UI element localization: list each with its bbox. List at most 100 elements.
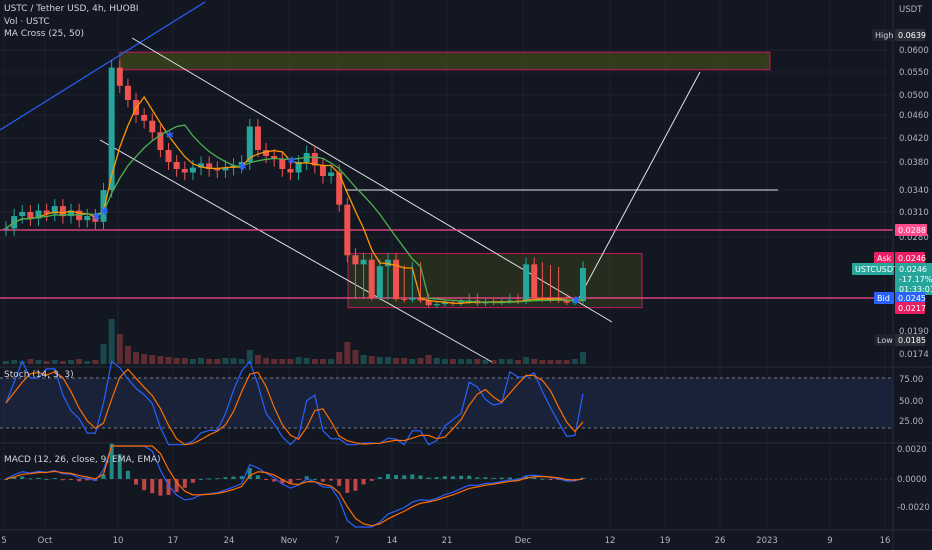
stoch-tick-label: 25.00 [899, 417, 923, 427]
volume-bar [59, 361, 66, 364]
macd-histogram-bar [215, 478, 220, 480]
candle-body [51, 206, 58, 214]
macd-histogram-bar [158, 479, 163, 496]
candle-body [352, 255, 359, 265]
candle-body [571, 301, 578, 303]
candle-body [149, 120, 156, 133]
macd-histogram-bar [499, 477, 504, 479]
volume-bar [68, 360, 75, 364]
macd-histogram-bar [532, 477, 537, 479]
symbol-title[interactable]: USTC / Tether USD, 4h, HUOBI [4, 4, 139, 14]
candle-body [165, 150, 172, 162]
volume-bar [108, 319, 115, 364]
price-tick-label: 0.0420 [899, 134, 929, 144]
macd-histogram-bar [125, 470, 130, 479]
volume-bar [254, 355, 261, 364]
ma-cross-marker: ✱ [166, 131, 174, 142]
price-tick-label: 0.0460 [899, 111, 929, 121]
supply-zone[interactable] [119, 51, 771, 71]
volume-bar [580, 352, 586, 364]
lower-value: 0.0217 [898, 304, 926, 313]
candle-body [27, 212, 34, 219]
volume-bar [287, 359, 294, 364]
macd-histogram-bar [4, 479, 8, 480]
volume-bar [133, 352, 140, 364]
macd-histogram-bar [199, 478, 204, 480]
volume-bar [490, 360, 497, 364]
bar-countdown: 01:33:01 [899, 285, 932, 294]
level-value: 0.0288 [898, 226, 926, 235]
time-tick-label: 5 [1, 536, 6, 546]
volume-legend[interactable]: Vol · USTC [4, 17, 50, 27]
macd-histogram-bar [264, 479, 269, 480]
candle-body [384, 259, 391, 267]
macd-histogram-bar [288, 479, 293, 484]
volume-bar [555, 360, 562, 364]
candle-body [458, 301, 465, 304]
volume-bar [222, 358, 229, 364]
time-tick-label: 2023 [756, 536, 778, 546]
ma-cross-legend[interactable]: MA Cross (25, 50) [4, 29, 84, 39]
macd-signal-line [5, 445, 584, 527]
volume-bar [35, 360, 42, 364]
ma-cross-marker: ✱ [239, 162, 247, 173]
macd-histogram-bar [320, 479, 325, 482]
macd-histogram-bar [507, 477, 512, 479]
volume-bar [181, 358, 188, 364]
macd-tick-label: -0.0020 [897, 503, 930, 513]
stoch-tick-label: 75.00 [899, 375, 923, 385]
macd-histogram-bar [515, 478, 520, 480]
macd-histogram-bar [418, 475, 423, 479]
volume-bar [295, 357, 302, 364]
low-value-bg [895, 334, 925, 346]
low-tag: Low [877, 336, 893, 345]
uptrend-line[interactable] [0, 1, 206, 131]
ma-slow-line [5, 124, 584, 304]
change-percent: -17.17% [899, 275, 932, 284]
high-tag: High [875, 31, 893, 40]
macd-histogram-bar [12, 476, 17, 479]
volume-bar [173, 358, 180, 364]
time-tick-label: 19 [660, 536, 671, 546]
grid-lines [0, 0, 893, 530]
price-tick-label: 0.0340 [899, 186, 929, 196]
volume-bar [384, 357, 391, 364]
time-axis[interactable]: 5 Oct 10 17 24 Nov 7 14 21 Dec 12 19 26 2023 9 16 [1, 536, 890, 546]
time-tick-label: 21 [442, 536, 453, 546]
macd-tick-label: 0.0020 [897, 445, 927, 455]
macd-series [4, 443, 585, 528]
macd-histogram-bar [329, 479, 334, 481]
projection-line[interactable] [577, 71, 701, 301]
price-tick-label: 0.0174 [899, 350, 929, 360]
candle-body [563, 300, 570, 303]
macd-histogram-bar [540, 478, 545, 480]
volume-bar [352, 350, 359, 364]
volume-bar [165, 357, 172, 364]
volume-bar [458, 359, 465, 364]
ask-value: 0.0246 [898, 254, 926, 263]
price-axis[interactable]: USDT 0.0600 0.0550 0.0500 0.0460 0.0420 0.0380… [852, 5, 932, 513]
macd-legend[interactable]: MACD (12, 26, close, 9, EMA, EMA) [4, 455, 161, 465]
stoch-legend[interactable]: Stoch (14, 3, 3) [4, 370, 74, 380]
volume-bar [409, 359, 416, 364]
volume-bar [360, 355, 367, 364]
time-tick-label: 14 [387, 536, 398, 546]
macd-histogram-bar [572, 479, 577, 480]
candle-body [173, 162, 180, 169]
channel-lower-line[interactable] [99, 139, 493, 363]
macd-histogram-bar [52, 478, 57, 480]
volume-bar [263, 358, 270, 364]
volume-bar [547, 360, 554, 364]
symbol-tag: USTCUSDT [855, 265, 898, 274]
volume-bar [506, 359, 513, 364]
candle-body [19, 212, 26, 217]
macd-histogram-bar [385, 474, 390, 479]
macd-histogram-bar [190, 479, 195, 483]
candle-body [222, 167, 229, 171]
macd-histogram-bar [548, 479, 553, 480]
volume-bar [189, 359, 196, 364]
candle-body [417, 298, 424, 301]
candle-body [214, 169, 221, 171]
range-zone[interactable] [347, 252, 643, 309]
